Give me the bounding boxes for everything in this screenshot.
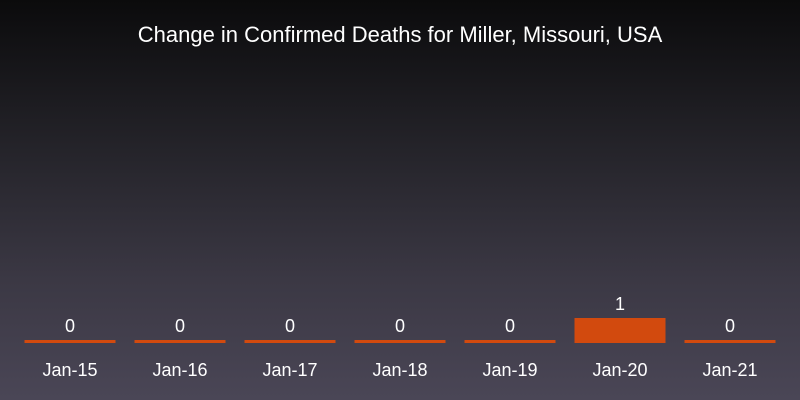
value-label-jan-16: 0 [175, 316, 185, 336]
value-label-jan-21: 0 [725, 316, 735, 336]
x-axis-tick-labels: Jan-15 Jan-16 Jan-17 Jan-18 Jan-19 Jan-20 Jan-… [42, 360, 757, 380]
value-label-jan-15: 0 [65, 316, 75, 336]
x-tick-label-jan-18: Jan-18 [372, 360, 427, 380]
chart-title: Change in Confirmed Deaths for Miller, M… [137, 22, 663, 47]
value-label-jan-18: 0 [395, 316, 405, 336]
bar-jan-19 [464, 340, 556, 343]
x-tick-label-jan-20: Jan-20 [592, 360, 647, 380]
x-tick-label-jan-17: Jan-17 [262, 360, 317, 380]
bars-group [24, 318, 776, 343]
bar-jan-15 [24, 340, 116, 343]
bar-jan-21 [684, 340, 776, 343]
x-tick-label-jan-15: Jan-15 [42, 360, 97, 380]
bar-jan-16 [134, 340, 226, 343]
bar-jan-18 [354, 340, 446, 343]
value-label-jan-19: 0 [505, 316, 515, 336]
value-labels-group: 0 0 0 0 0 1 0 [65, 294, 735, 336]
value-label-jan-20: 1 [615, 294, 625, 314]
x-tick-label-jan-16: Jan-16 [152, 360, 207, 380]
value-label-jan-17: 0 [285, 316, 295, 336]
bar-jan-17 [244, 340, 336, 343]
x-tick-label-jan-19: Jan-19 [482, 360, 537, 380]
x-tick-label-jan-21: Jan-21 [702, 360, 757, 380]
bar-jan-20 [574, 318, 666, 343]
